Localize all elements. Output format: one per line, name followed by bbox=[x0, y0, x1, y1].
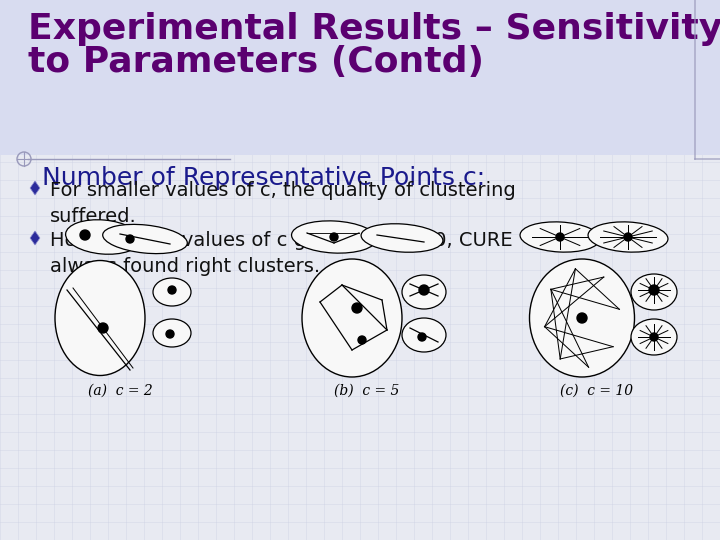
Circle shape bbox=[650, 333, 658, 341]
Text: (b)  c = 5: (b) c = 5 bbox=[334, 384, 400, 398]
Circle shape bbox=[556, 233, 564, 241]
Ellipse shape bbox=[402, 318, 446, 352]
Ellipse shape bbox=[402, 275, 446, 309]
Circle shape bbox=[168, 286, 176, 294]
Circle shape bbox=[352, 303, 362, 313]
FancyBboxPatch shape bbox=[0, 0, 720, 155]
Ellipse shape bbox=[361, 224, 443, 252]
Ellipse shape bbox=[66, 220, 140, 254]
Ellipse shape bbox=[55, 260, 145, 375]
Text: to Parameters (Contd): to Parameters (Contd) bbox=[28, 45, 484, 79]
Text: However, for values of c greater than 10, CURE
always found right clusters.: However, for values of c greater than 10… bbox=[50, 231, 513, 276]
Ellipse shape bbox=[153, 319, 191, 347]
Ellipse shape bbox=[302, 259, 402, 377]
Text: Experimental Results – Sensitivity: Experimental Results – Sensitivity bbox=[28, 12, 720, 46]
Ellipse shape bbox=[631, 274, 677, 310]
Ellipse shape bbox=[153, 278, 191, 306]
Circle shape bbox=[330, 233, 338, 241]
Polygon shape bbox=[30, 231, 40, 245]
Ellipse shape bbox=[588, 222, 668, 252]
Circle shape bbox=[166, 330, 174, 338]
Text: (c)  c = 10: (c) c = 10 bbox=[560, 384, 634, 398]
Circle shape bbox=[126, 235, 134, 243]
Ellipse shape bbox=[529, 259, 634, 377]
Circle shape bbox=[358, 336, 366, 344]
Text: Number of Representative Points c:: Number of Representative Points c: bbox=[42, 166, 485, 190]
Circle shape bbox=[98, 323, 108, 333]
Ellipse shape bbox=[520, 222, 600, 252]
Circle shape bbox=[419, 285, 429, 295]
Ellipse shape bbox=[631, 319, 677, 355]
Circle shape bbox=[624, 233, 632, 241]
Text: For smaller values of c, the quality of clustering
suffered.: For smaller values of c, the quality of … bbox=[50, 181, 516, 226]
Circle shape bbox=[649, 285, 659, 295]
Circle shape bbox=[577, 313, 587, 323]
Polygon shape bbox=[30, 181, 40, 195]
Ellipse shape bbox=[292, 221, 377, 253]
Ellipse shape bbox=[103, 225, 187, 254]
Text: (a)  c = 2: (a) c = 2 bbox=[88, 384, 153, 398]
Circle shape bbox=[80, 230, 90, 240]
Circle shape bbox=[418, 333, 426, 341]
